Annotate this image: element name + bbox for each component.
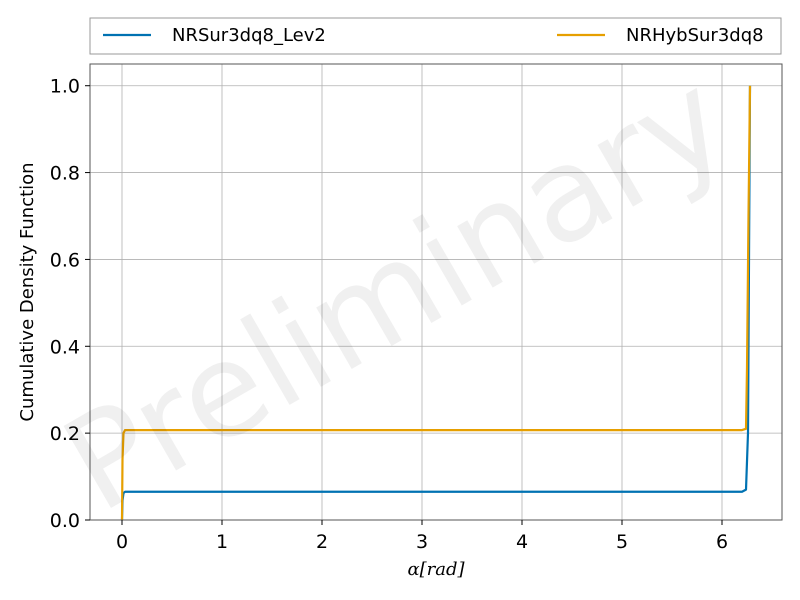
plot-frame [89,63,783,521]
legend-label-series-2: NRHybSur3dq8 [626,25,764,46]
y-tick-label: 0.8 [50,163,80,185]
plot-lines [120,85,752,521]
ticks: 0 1 2 3 4 5 6 0.0 0.2 0.4 0.6 0.8 1.0 [50,76,728,553]
series-line-2 [120,85,752,521]
y-axis-label: Cumulative Density Function [17,162,38,421]
y-tick-label: 0.4 [50,336,80,358]
x-tick-label: 2 [316,531,328,553]
legend-label-series-1: NRSur3dq8_Lev2 [172,25,326,46]
x-tick-label: 1 [216,531,228,553]
legend: NRSur3dq8_Lev2 NRHybSur3dq8 [89,17,782,55]
series-line-1 [120,85,752,521]
x-tick-label: 3 [416,531,428,553]
x-tick-label: 4 [516,531,528,553]
y-tick-label: 0.2 [50,423,80,445]
y-tick-label: 0.0 [50,510,80,532]
y-tick-label: 0.6 [50,249,80,271]
y-tick-label: 1.0 [50,76,80,98]
x-tick-label: 6 [716,531,728,553]
x-tick-label: 5 [616,531,628,553]
legend-box [89,17,782,55]
x-tick-label: 0 [116,531,128,553]
x-axis-label: α[rad] [407,559,465,580]
